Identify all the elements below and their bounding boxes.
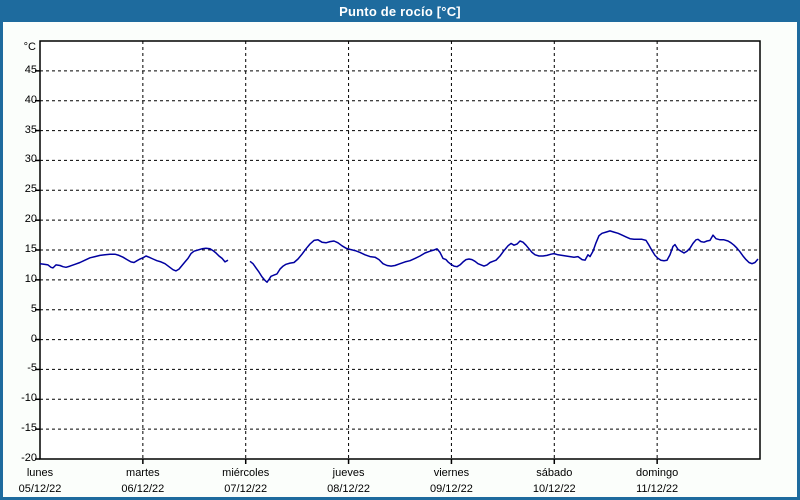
y-tick-label: 0 [30, 332, 37, 345]
day-name: viernes [433, 467, 470, 479]
y-tick-label: 15 [24, 243, 37, 255]
y-tick-label: 45 [24, 63, 37, 76]
x-day-label: martes 06/12/22 [93, 466, 193, 497]
y-tick-label: -5 [27, 362, 37, 375]
y-tick-label: 10 [24, 272, 37, 285]
y-tick-label: 30 [24, 153, 37, 166]
day-date: 06/12/22 [121, 482, 165, 495]
y-tick-label: -10 [21, 392, 37, 405]
day-date: 05/12/22 [18, 482, 62, 495]
day-date: 10/12/22 [532, 482, 576, 495]
day-name: sábado [536, 467, 573, 479]
day-date: 09/12/22 [430, 482, 473, 495]
page-title: Punto de rocío [°C] [339, 3, 461, 19]
y-axis-unit-label: °C [23, 41, 36, 53]
x-day-label: sábado 10/12/22 [504, 466, 604, 497]
x-day-label: lunes 05/12/22 [0, 466, 90, 497]
series-line-segment [39, 247, 229, 272]
y-tick-label: 40 [24, 93, 37, 106]
day-name: jueves [332, 467, 365, 479]
x-day-label: miércoles 07/12/22 [196, 466, 296, 497]
y-tick-label: 25 [24, 183, 37, 196]
x-day-label: domingo 11/12/22 [607, 466, 707, 497]
series-line-segment [249, 230, 759, 283]
day-date: 11/12/22 [636, 482, 679, 495]
y-tick-label: -20 [21, 452, 37, 464]
day-name: martes [126, 467, 160, 479]
x-day-label: jueves 08/12/22 [299, 466, 399, 497]
day-date: 07/12/22 [224, 482, 268, 495]
y-tick-label: -15 [21, 422, 37, 435]
day-name: miércoles [222, 467, 270, 479]
y-tick-label: 5 [30, 302, 37, 315]
day-date: 08/12/22 [327, 482, 370, 495]
title-bar: Punto de rocío [°C] [0, 0, 800, 22]
day-name: lunes [26, 467, 54, 479]
dewpoint-line-chart [35, 40, 761, 464]
day-name: domingo [636, 467, 679, 479]
y-tick-label: 35 [24, 123, 37, 136]
x-day-label: viernes 09/12/22 [401, 466, 501, 497]
y-tick-label: 20 [24, 213, 37, 226]
